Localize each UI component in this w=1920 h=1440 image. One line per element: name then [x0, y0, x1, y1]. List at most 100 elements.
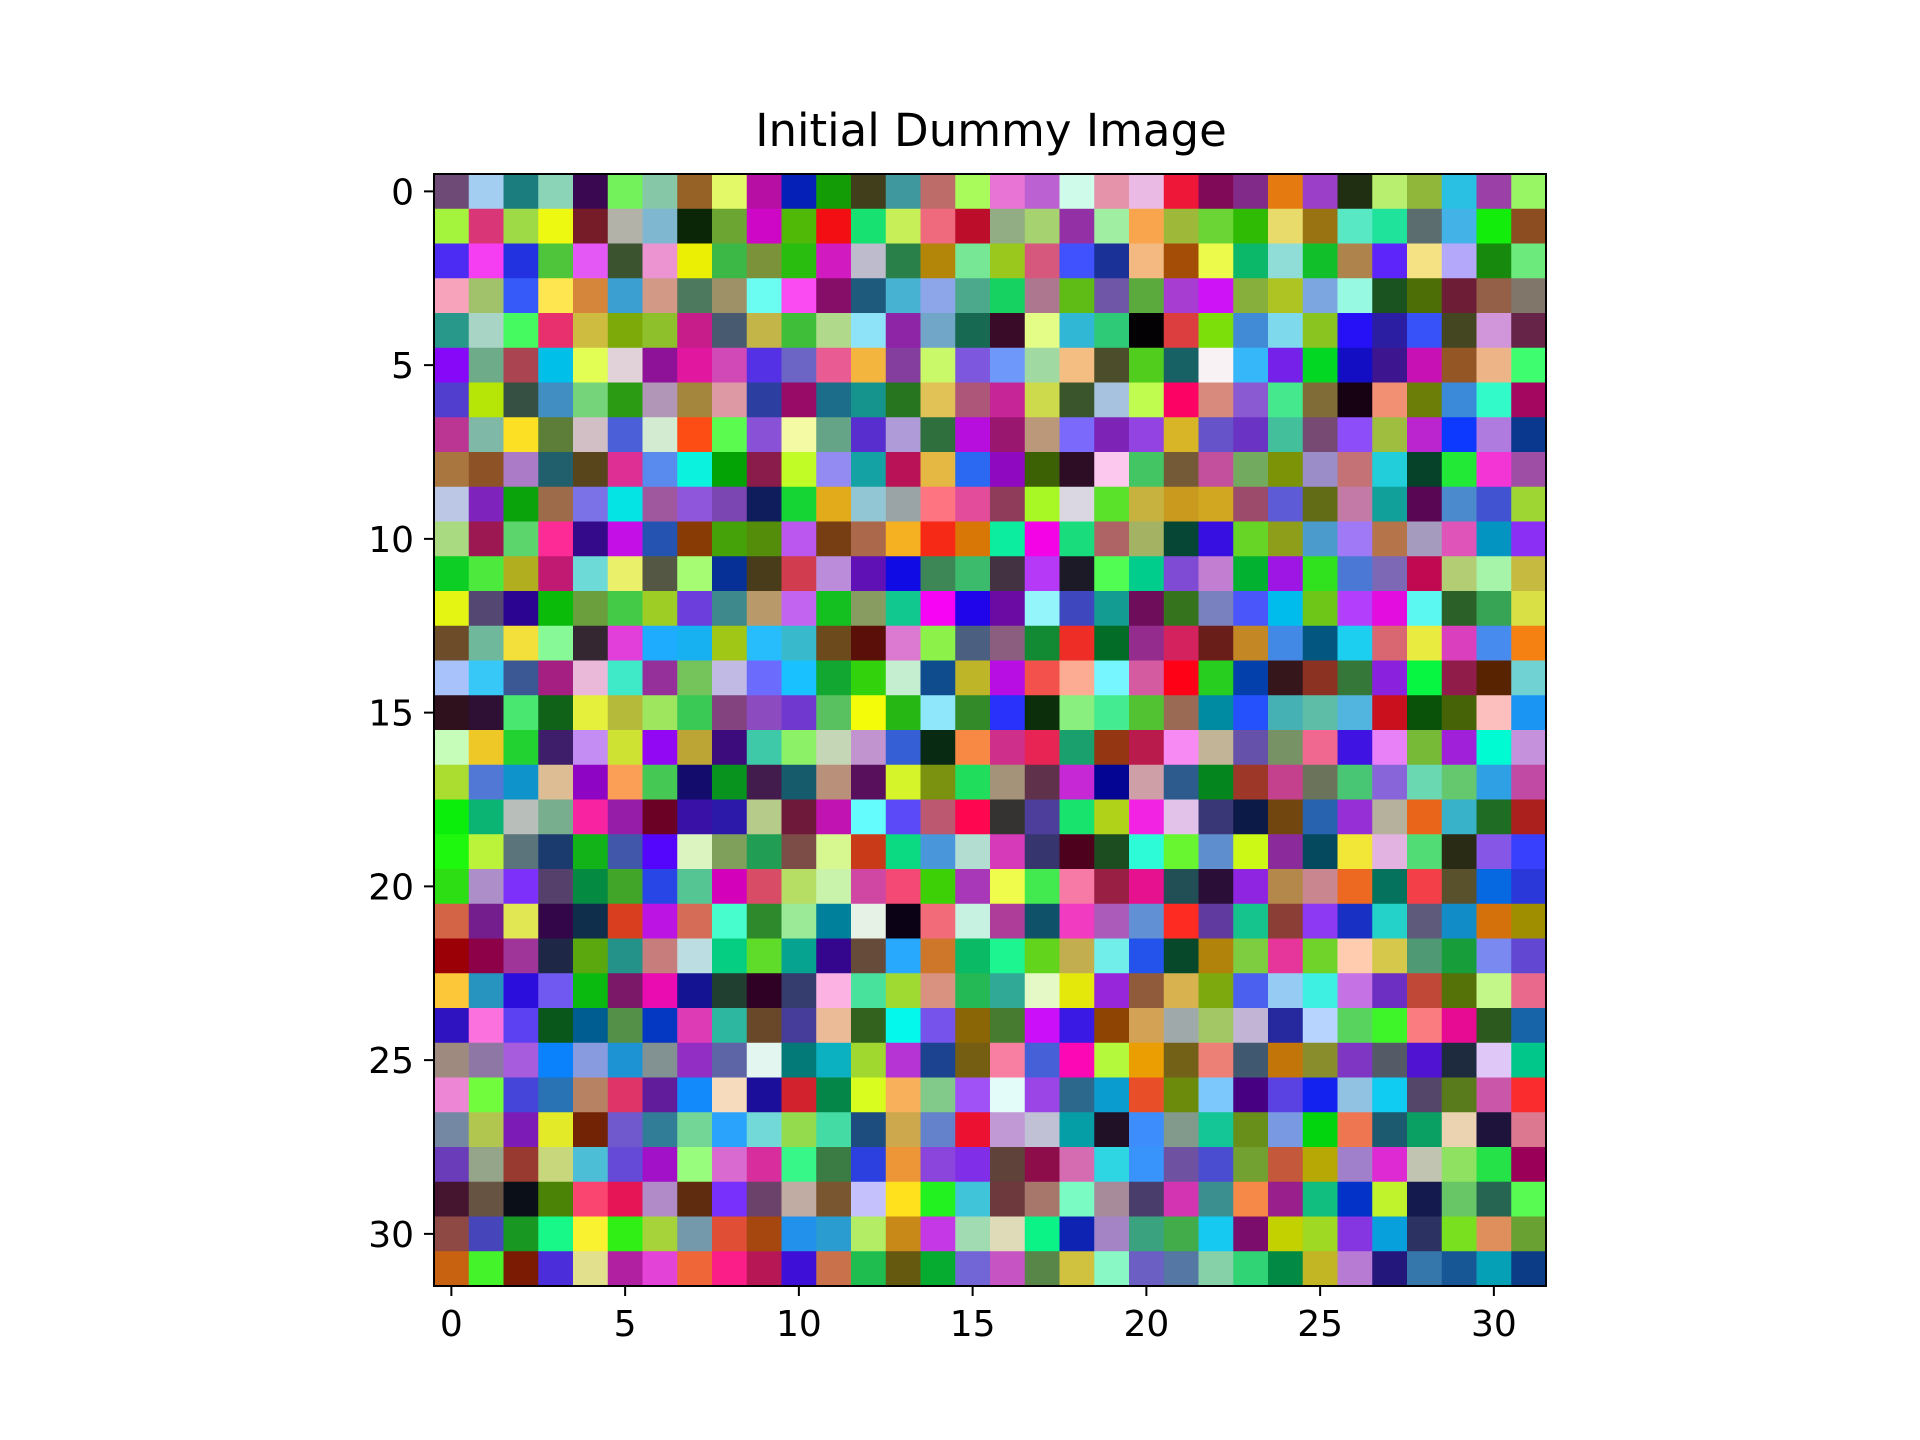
heatmap-cell	[538, 347, 574, 384]
heatmap-cell	[920, 243, 956, 279]
heatmap-cell	[1302, 903, 1339, 940]
heatmap-cell	[1163, 1112, 1200, 1148]
heatmap-cell	[1372, 313, 1408, 349]
heatmap-cell	[1198, 1181, 1234, 1218]
heatmap-cell	[1476, 625, 1512, 662]
heatmap-cell	[607, 417, 644, 453]
heatmap-cell	[642, 1077, 678, 1113]
heatmap-cell	[1511, 903, 1547, 940]
heatmap-cell	[538, 521, 574, 557]
heatmap-cell	[1059, 382, 1095, 418]
heatmap-cell	[677, 174, 713, 210]
heatmap-cell	[746, 1112, 783, 1148]
heatmap-cell	[468, 382, 505, 418]
heatmap-cell	[816, 730, 852, 766]
heatmap-cell	[642, 1181, 678, 1218]
heatmap-cell	[1441, 973, 1478, 1009]
heatmap-cell	[781, 1251, 817, 1287]
heatmap-cell	[712, 521, 748, 557]
heatmap-cell	[1024, 834, 1061, 870]
heatmap-cell	[955, 174, 991, 210]
heatmap-cell	[1163, 730, 1200, 766]
heatmap-cell	[1059, 869, 1095, 905]
heatmap-cell	[1511, 799, 1547, 835]
heatmap-cell	[607, 208, 644, 245]
heatmap-cell	[920, 1147, 956, 1183]
heatmap-cell	[1407, 452, 1443, 488]
heatmap-cell	[1337, 903, 1373, 940]
heatmap-cell	[1441, 1112, 1478, 1148]
heatmap-cell	[1372, 556, 1408, 592]
heatmap-cell	[677, 834, 713, 870]
heatmap-cell	[1302, 1042, 1339, 1079]
heatmap-cell	[1476, 1181, 1512, 1218]
heatmap-cell	[1441, 1216, 1478, 1252]
heatmap-cell	[642, 382, 678, 418]
heatmap-cell	[990, 1042, 1026, 1079]
heatmap-cell	[1024, 625, 1061, 662]
heatmap-cell	[468, 208, 505, 245]
heatmap-cell	[677, 1216, 713, 1252]
heatmap-cell	[851, 1112, 887, 1148]
heatmap-cell	[607, 347, 644, 384]
heatmap-cell	[816, 1181, 852, 1218]
heatmap-cell	[607, 1181, 644, 1218]
heatmap-cell	[1407, 591, 1443, 627]
heatmap-cell	[920, 417, 956, 453]
heatmap-cell	[885, 1251, 922, 1287]
heatmap-cell	[851, 834, 887, 870]
heatmap-cell	[607, 1042, 644, 1079]
heatmap-cell	[1198, 243, 1234, 279]
heatmap-cell	[1129, 278, 1165, 314]
heatmap-cell	[816, 1147, 852, 1183]
heatmap-cell	[434, 278, 470, 314]
heatmap-cell	[1024, 1008, 1061, 1044]
heatmap-cell	[920, 695, 956, 731]
heatmap-cell	[1337, 174, 1373, 210]
heatmap-cell	[1511, 243, 1547, 279]
heatmap-cell	[1511, 660, 1547, 696]
heatmap-cell	[955, 1077, 991, 1113]
heatmap-cell	[746, 208, 783, 245]
heatmap-cell	[851, 556, 887, 592]
heatmap-cell	[1372, 278, 1408, 314]
heatmap-cell	[1372, 973, 1408, 1009]
heatmap-cell	[1233, 347, 1269, 384]
heatmap-cell	[746, 834, 783, 870]
y-axis: 0 5 10 15 20 25 30	[368, 172, 434, 1256]
x-tick-label: 30	[1471, 1304, 1517, 1345]
heatmap-cell	[1094, 174, 1130, 210]
heatmap-cell	[816, 869, 852, 905]
heatmap-cell	[1094, 1112, 1130, 1148]
heatmap-cell	[920, 903, 956, 940]
heatmap-cell	[1372, 591, 1408, 627]
heatmap-cell	[781, 625, 817, 662]
heatmap-cell	[1198, 1216, 1234, 1252]
heatmap-cell	[1511, 625, 1547, 662]
heatmap-cell	[573, 799, 609, 835]
heatmap-cell	[1233, 591, 1269, 627]
heatmap-cell	[434, 938, 470, 974]
heatmap-cell	[1268, 973, 1304, 1009]
heatmap-cell	[1233, 764, 1269, 801]
heatmap-cell	[677, 521, 713, 557]
heatmap-cell	[1129, 625, 1165, 662]
heatmap-cell	[434, 1216, 470, 1252]
heatmap-cell	[1407, 1216, 1443, 1252]
heatmap-cell	[642, 347, 678, 384]
heatmap-cell	[816, 660, 852, 696]
heatmap-cell	[1302, 938, 1339, 974]
heatmap-cell	[1476, 382, 1512, 418]
heatmap-cell	[538, 1112, 574, 1148]
heatmap-cell	[1268, 764, 1304, 801]
heatmap-cell	[1233, 695, 1269, 731]
heatmap-cell	[1268, 278, 1304, 314]
heatmap-cell	[1233, 382, 1269, 418]
heatmap-cell	[851, 730, 887, 766]
heatmap-cell	[607, 938, 644, 974]
heatmap-cell	[1059, 1042, 1095, 1079]
heatmap-cell	[1233, 208, 1269, 245]
heatmap-cell	[1198, 278, 1234, 314]
plot-frame	[433, 173, 1547, 1287]
heatmap-cell	[573, 243, 609, 279]
